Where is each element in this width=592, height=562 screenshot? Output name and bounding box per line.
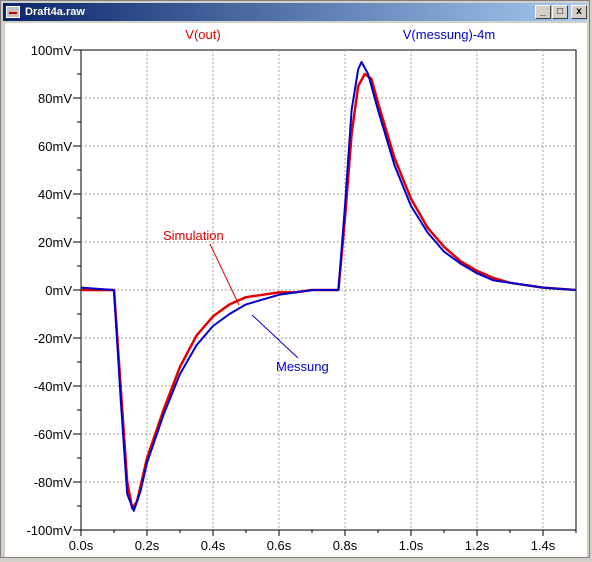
- annotation-messung: Messung: [276, 359, 329, 374]
- y-tick-label: 100mV: [31, 43, 73, 58]
- axis-ticks: 0.0s 0.2s 0.4s 0.6s 0.8s 1.0s 1.2s 1.4s -100mV -8…: [26, 43, 577, 553]
- x-tick-label: 0.2s: [135, 538, 160, 553]
- minimize-button[interactable]: _: [535, 5, 551, 19]
- close-button[interactable]: x: [571, 5, 587, 19]
- x-tick-label: 0.8s: [333, 538, 358, 553]
- annotation-simulation: Simulation: [163, 228, 224, 243]
- window-title: Draft4a.raw: [25, 6, 85, 18]
- x-tick-label: 1.0s: [399, 538, 424, 553]
- y-tick-label: 60mV: [38, 139, 72, 154]
- y-tick-label: -60mV: [34, 427, 73, 442]
- waveform-app-icon[interactable]: [6, 6, 20, 18]
- y-tick-label: 20mV: [38, 235, 72, 250]
- x-tick-label: 1.4s: [531, 538, 556, 553]
- y-tick-label: -20mV: [34, 331, 73, 346]
- grid-lines: [80, 49, 577, 531]
- trace-vout: [81, 72, 577, 510]
- simulation-arrow: [209, 243, 240, 306]
- x-tick-label: 0.6s: [267, 538, 292, 553]
- traces: [80, 61, 577, 512]
- x-tick-label: 0.0s: [69, 538, 94, 553]
- y-tick-label: 0mV: [45, 283, 72, 298]
- plot-area[interactable]: 0.0s 0.2s 0.4s 0.6s 0.8s 1.0s 1.2s 1.4s -100mV -8…: [5, 23, 587, 557]
- trace-vmessung: [80, 61, 577, 512]
- y-tick-label: -100mV: [26, 523, 72, 538]
- y-tick-label: -80mV: [34, 475, 73, 490]
- y-tick-label: -40mV: [34, 379, 73, 394]
- y-tick-label: 40mV: [38, 187, 72, 202]
- trace-label-vout[interactable]: V(out): [185, 27, 220, 42]
- trace-label-vmessung[interactable]: V(messung)-4m: [403, 27, 495, 42]
- waveform-chart[interactable]: 0.0s 0.2s 0.4s 0.6s 0.8s 1.0s 1.2s 1.4s -100mV -8…: [5, 23, 587, 557]
- title-bar[interactable]: Draft4a.raw _ □ x: [3, 3, 587, 21]
- x-tick-label: 1.2s: [465, 538, 490, 553]
- messung-arrow: [251, 314, 299, 359]
- x-tick-label: 0.4s: [201, 538, 226, 553]
- y-tick-label: 80mV: [38, 91, 72, 106]
- maximize-button[interactable]: □: [552, 5, 568, 19]
